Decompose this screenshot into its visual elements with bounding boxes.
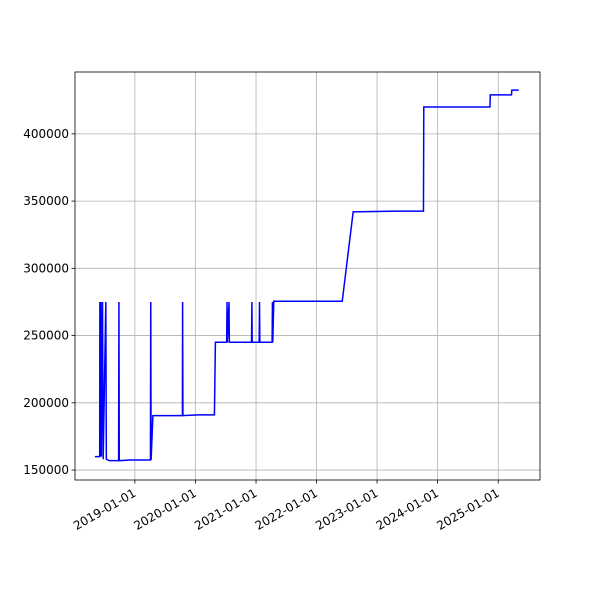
y-tick-label: 200000 [23,396,69,410]
y-tick-label: 150000 [23,463,69,477]
y-tick-label: 350000 [23,194,69,208]
y-tick-label: 250000 [23,329,69,343]
y-tick-label: 300000 [23,261,69,275]
plot-frame [74,71,541,481]
data-line [94,89,519,462]
y-tick-label: 400000 [23,127,69,141]
